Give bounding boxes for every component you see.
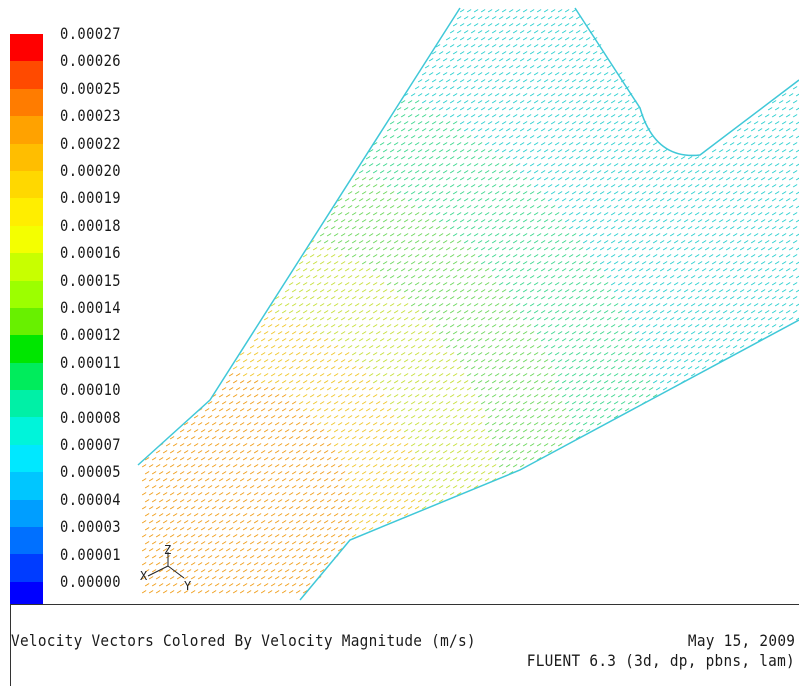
solver-version: FLUENT 6.3 (3d, dp, pbns, lam) (526, 651, 795, 670)
colormap-label: 0.00008 (60, 407, 122, 427)
colormap-swatch (10, 554, 43, 582)
colormap-swatch (10, 116, 43, 144)
colormap-swatch (10, 225, 43, 254)
colormap-swatch (10, 143, 43, 171)
colormap-swatch (10, 581, 43, 604)
plot-title: Velocity Vectors Colored By Velocity Mag… (11, 631, 476, 650)
colormap-swatch (10, 444, 43, 473)
colormap-label: 0.00015 (60, 270, 122, 290)
vector-arrows (141, 9, 799, 594)
colormap-label: 0.00007 (60, 435, 122, 454)
graphics-viewport[interactable]: 0.00027 0.00026 0.00025 0.00023 0.00022 0.000… (0, 0, 799, 604)
colormap-label: 0.00004 (60, 489, 122, 509)
colormap-swatch (10, 34, 43, 62)
colormap-swatch (10, 390, 43, 418)
colormap-label: 0.00025 (60, 78, 122, 98)
colormap-label: 0.00014 (60, 298, 122, 317)
colormap-swatch (10, 472, 43, 500)
plot-date: May 15, 2009 (687, 631, 795, 650)
colormap-swatch (10, 198, 43, 226)
colormap-label: 0.00001 (60, 544, 122, 564)
axis-x-label: X (140, 569, 148, 583)
velocity-vector-field (137, 7, 799, 601)
colormap-swatch (10, 499, 43, 528)
colormap-label: 0.00005 (60, 462, 122, 482)
colormap-label: 0.00019 (60, 188, 122, 208)
axes-triad-icon: Z X Y (140, 544, 192, 593)
colormap-swatch (10, 253, 43, 281)
axis-y-label: Y (184, 579, 192, 593)
colormap-swatch (10, 170, 43, 199)
colormap-swatch (10, 280, 43, 308)
axis-z-label: Z (164, 544, 171, 557)
colormap-swatch (10, 307, 43, 336)
colormap-swatch (10, 417, 43, 445)
colormap-label: 0.00011 (60, 352, 122, 372)
colormap-swatch (10, 88, 43, 117)
colormap-label: 0.00023 (60, 106, 122, 126)
plot-footer: Velocity Vectors Colored By Velocity Mag… (10, 604, 799, 686)
colormap-label: 0.00016 (60, 243, 122, 263)
colormap-swatch (10, 362, 43, 391)
colormap-label: 0.00003 (60, 517, 122, 537)
colormap-swatch (10, 335, 43, 363)
colormap-label: 0.00012 (60, 325, 122, 345)
colormap-label: 0.00027 (60, 24, 122, 43)
colormap-swatch (10, 61, 43, 89)
colormap-label: 0.00026 (60, 51, 122, 71)
pipe-wall-outline (137, 7, 799, 601)
colormap-label: 0.00018 (60, 215, 122, 235)
colormap-label: 0.00020 (60, 161, 122, 180)
colormap-legend (10, 34, 43, 604)
colormap-label: 0.00000 (60, 572, 122, 591)
colormap-label: 0.00010 (60, 380, 122, 400)
colormap-label: 0.00022 (60, 133, 122, 153)
colormap-swatch (10, 527, 43, 555)
